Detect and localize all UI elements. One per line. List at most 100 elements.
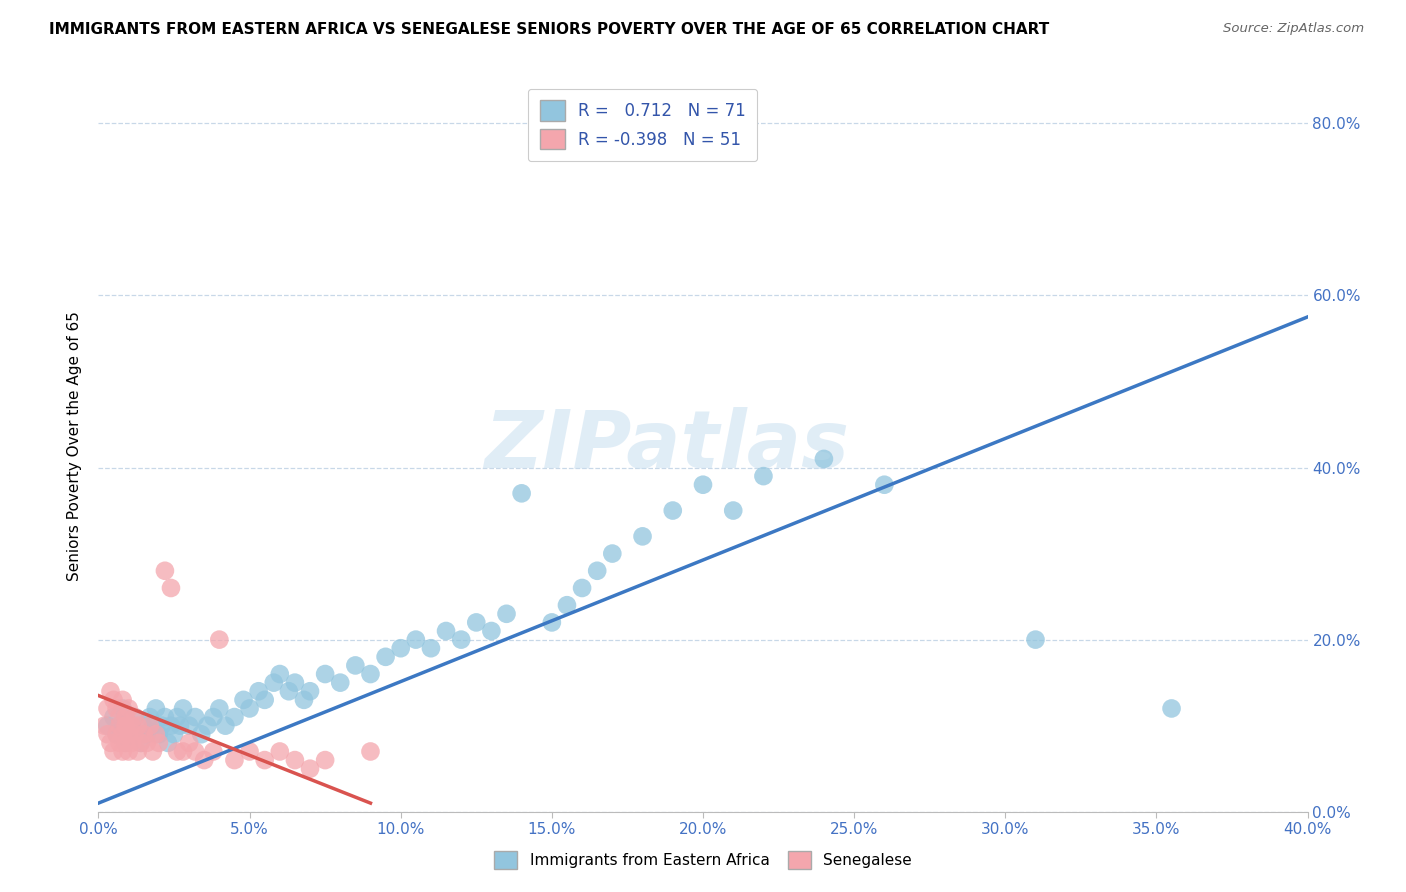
Point: [114, 710, 136, 724]
Point: [277, 684, 299, 698]
Point: [145, 701, 167, 715]
Point: [114, 719, 136, 733]
Point: [135, 736, 157, 750]
Point: [214, 719, 236, 733]
Point: [127, 727, 149, 741]
Point: [105, 727, 128, 741]
Point: [118, 744, 141, 758]
Point: [555, 598, 578, 612]
Point: [510, 486, 533, 500]
Point: [118, 727, 141, 741]
Point: [129, 736, 152, 750]
Point: [299, 762, 322, 776]
Point: [121, 719, 143, 733]
Point: [118, 701, 141, 715]
Point: [247, 684, 270, 698]
Point: [193, 753, 215, 767]
Point: [179, 719, 201, 733]
Point: [111, 727, 134, 741]
Point: [344, 658, 367, 673]
Point: [314, 753, 336, 767]
Point: [269, 667, 291, 681]
Point: [124, 727, 146, 741]
Point: [208, 632, 231, 647]
Point: [263, 675, 285, 690]
Point: [224, 710, 246, 724]
Point: [124, 710, 146, 724]
Point: [602, 547, 624, 561]
Point: [124, 710, 146, 724]
Point: [239, 701, 262, 715]
Point: [202, 744, 225, 758]
Point: [434, 624, 457, 638]
Point: [540, 615, 562, 630]
Point: [166, 744, 188, 758]
Point: [284, 753, 307, 767]
Point: [723, 503, 745, 517]
Point: [374, 649, 396, 664]
Point: [481, 624, 503, 638]
Point: [114, 736, 136, 750]
Point: [405, 632, 427, 647]
Point: [148, 727, 170, 741]
Point: [661, 503, 683, 517]
Point: [142, 744, 165, 758]
Point: [172, 701, 194, 715]
Point: [389, 641, 412, 656]
Point: [118, 727, 141, 741]
Point: [329, 675, 352, 690]
Point: [253, 693, 276, 707]
Point: [631, 529, 654, 543]
Point: [153, 564, 176, 578]
Point: [96, 719, 118, 733]
Point: [160, 719, 183, 733]
Point: [121, 719, 143, 733]
Point: [172, 744, 194, 758]
Point: [232, 693, 254, 707]
Point: [571, 581, 593, 595]
Point: [184, 744, 207, 758]
Point: [190, 727, 212, 741]
Point: [103, 710, 125, 724]
Point: [142, 719, 165, 733]
Point: [93, 719, 115, 733]
Point: [108, 719, 131, 733]
Point: [111, 744, 134, 758]
Point: [105, 727, 128, 741]
Point: [105, 701, 128, 715]
Point: [1160, 701, 1182, 715]
Point: [100, 684, 122, 698]
Point: [114, 736, 136, 750]
Point: [148, 736, 170, 750]
Point: [179, 736, 201, 750]
Point: [111, 693, 134, 707]
Point: [129, 736, 152, 750]
Point: [108, 719, 131, 733]
Point: [111, 701, 134, 715]
Point: [103, 693, 125, 707]
Point: [465, 615, 488, 630]
Point: [360, 744, 382, 758]
Point: [100, 736, 122, 750]
Y-axis label: Seniors Poverty Over the Age of 65: Seniors Poverty Over the Age of 65: [67, 311, 83, 581]
Text: Source: ZipAtlas.com: Source: ZipAtlas.com: [1223, 22, 1364, 36]
Point: [163, 727, 186, 741]
Text: IMMIGRANTS FROM EASTERN AFRICA VS SENEGALESE SENIORS POVERTY OVER THE AGE OF 65 : IMMIGRANTS FROM EASTERN AFRICA VS SENEGA…: [49, 22, 1049, 37]
Point: [108, 710, 131, 724]
Point: [813, 451, 835, 466]
Point: [139, 710, 162, 724]
Point: [145, 727, 167, 741]
Point: [239, 744, 262, 758]
Point: [156, 736, 179, 750]
Point: [96, 727, 118, 741]
Point: [269, 744, 291, 758]
Point: [1024, 632, 1046, 647]
Point: [450, 632, 472, 647]
Legend: R =   0.712   N = 71, R = -0.398   N = 51: R = 0.712 N = 71, R = -0.398 N = 51: [527, 88, 758, 161]
Point: [132, 719, 155, 733]
Point: [153, 710, 176, 724]
Point: [360, 667, 382, 681]
Point: [96, 701, 118, 715]
Point: [253, 753, 276, 767]
Point: [314, 667, 336, 681]
